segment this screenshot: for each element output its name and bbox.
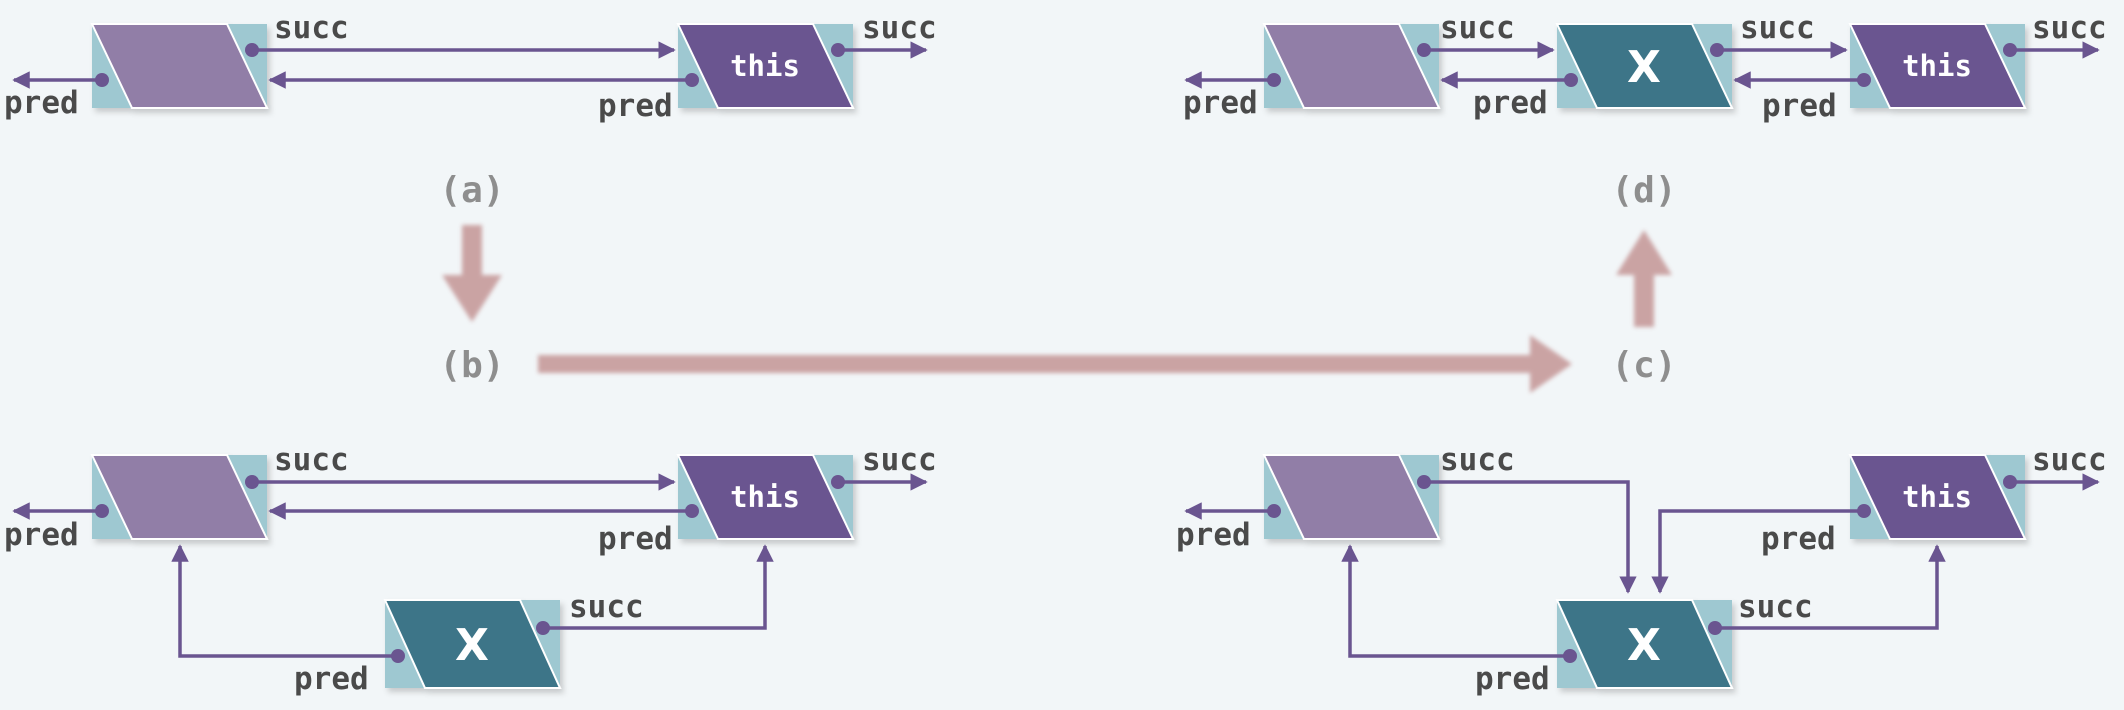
x-label: X	[1627, 620, 1661, 671]
arrow-up-icon	[1616, 230, 1672, 327]
panel-d: X this succ pred pred succ pred succ	[1183, 10, 2107, 124]
succ-label: succ	[2032, 10, 2107, 46]
x-label: X	[455, 620, 489, 671]
links	[12, 41, 928, 89]
this-label: this	[1902, 480, 1972, 514]
pred-label: pred	[598, 521, 673, 557]
pred-label: pred	[1761, 521, 1836, 557]
pred-label: pred	[1183, 85, 1258, 121]
x-node: X	[383, 599, 562, 689]
this-label: this	[1902, 49, 1972, 83]
pred-label: pred	[294, 661, 369, 697]
links	[12, 473, 928, 663]
pred-label: pred	[1473, 85, 1548, 121]
pred-label: pred	[1176, 517, 1251, 553]
x-label: X	[1627, 42, 1661, 93]
this-label: this	[730, 480, 800, 514]
succ-label: succ	[862, 10, 937, 46]
pred-label: pred	[4, 517, 79, 553]
pred-label: pred	[598, 88, 673, 124]
x-node: X	[1555, 23, 1734, 109]
pred-node	[1262, 454, 1441, 540]
panel-a: this succ pred pred succ	[4, 10, 937, 124]
links	[1184, 41, 2100, 89]
x-node: X	[1555, 599, 1734, 689]
this-node: this	[676, 23, 855, 109]
pred-node	[1262, 23, 1441, 109]
pred-label: pred	[1475, 661, 1550, 697]
this-node: this	[1848, 454, 2027, 540]
arrow-down-icon	[442, 225, 502, 322]
succ-label: succ	[862, 442, 937, 478]
step-label-d: (d)	[1611, 170, 1676, 211]
this-node: this	[1848, 23, 2027, 109]
pred-label: pred	[1762, 88, 1837, 124]
succ-label: succ	[1738, 589, 1813, 625]
arrow-right-icon	[538, 335, 1572, 393]
succ-label: succ	[2032, 442, 2107, 478]
step-label-a: (a)	[439, 170, 504, 211]
succ-label: succ	[274, 10, 349, 46]
panel-c: this X succ pred pred succ	[1176, 442, 2107, 697]
succ-label: succ	[569, 589, 644, 625]
this-label: this	[730, 49, 800, 83]
step-flow: (a) (b) (c) (d)	[439, 170, 1677, 393]
pred-node	[90, 23, 269, 109]
pred-node	[90, 454, 269, 540]
succ-label: succ	[1440, 10, 1515, 46]
this-node: this	[676, 454, 855, 540]
succ-label: succ	[274, 442, 349, 478]
step-label-c: (c)	[1611, 345, 1676, 386]
links	[1184, 473, 2100, 663]
succ-label: succ	[1740, 10, 1815, 46]
step-label-b: (b)	[439, 345, 504, 386]
pred-label: pred	[4, 85, 79, 121]
panel-b: this X succ pred pred succ pred s	[4, 442, 937, 697]
succ-label: succ	[1440, 442, 1515, 478]
